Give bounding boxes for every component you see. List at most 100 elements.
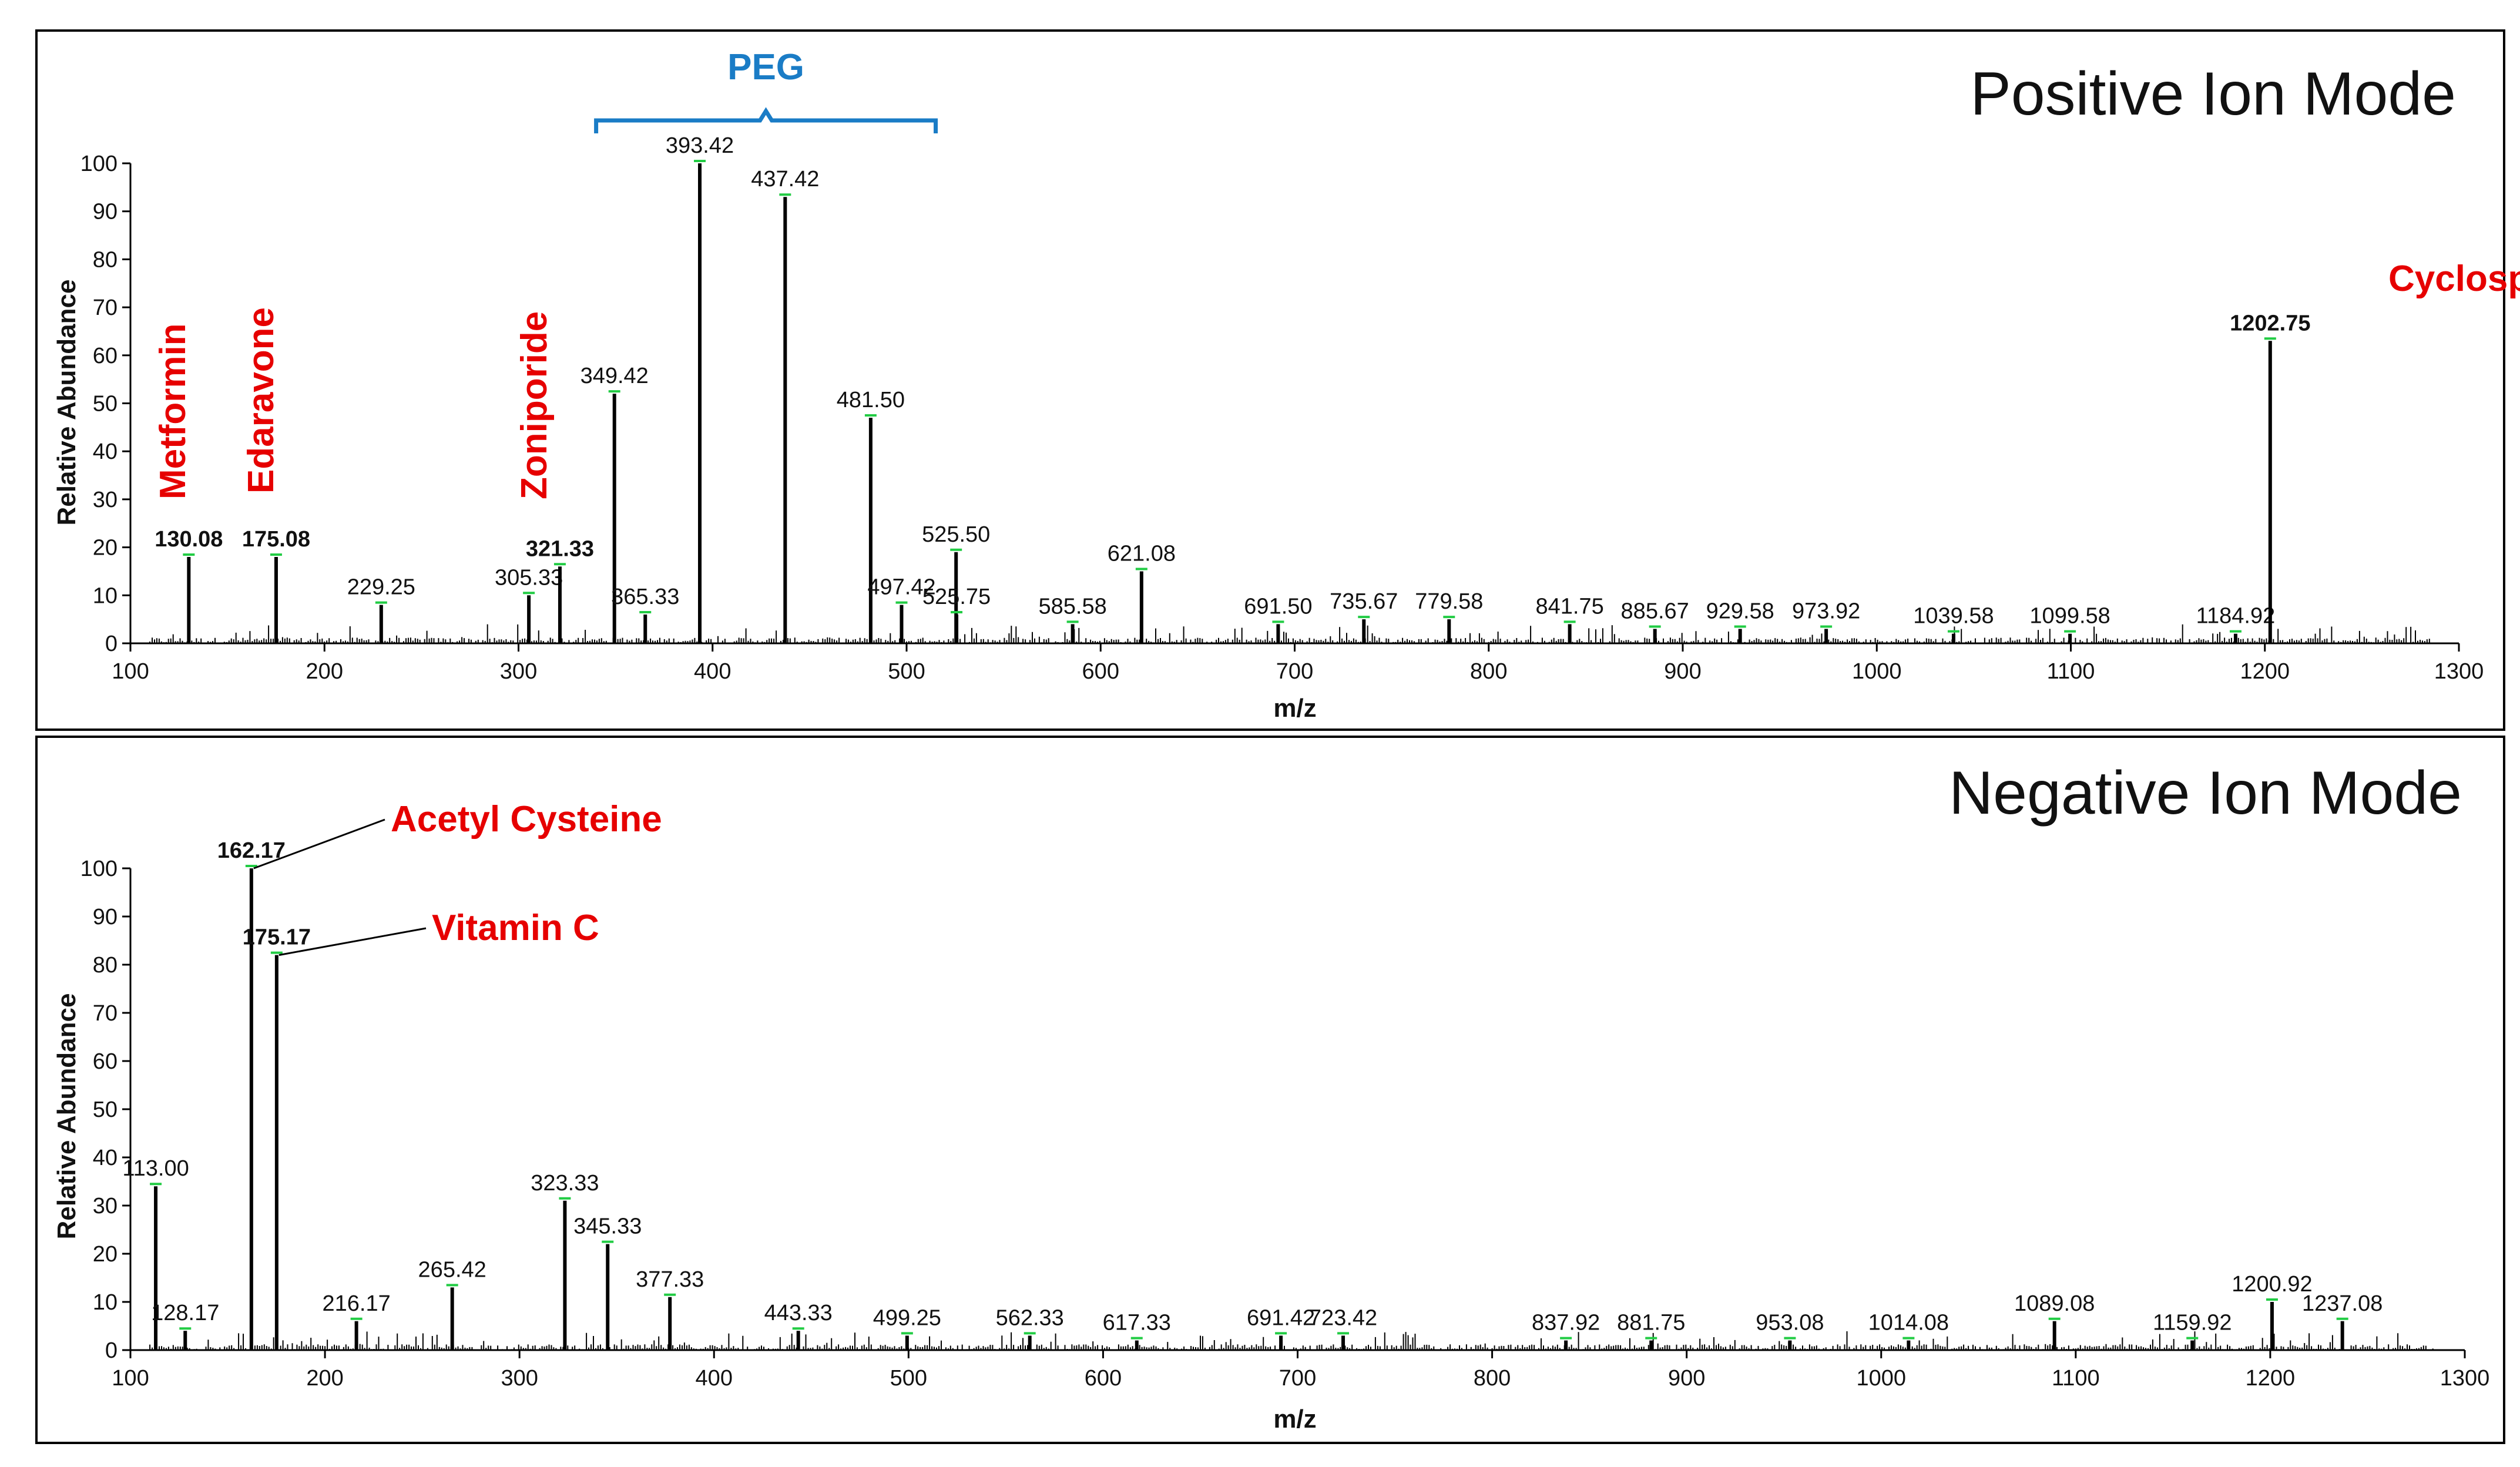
peg-label: PEG bbox=[727, 47, 804, 88]
negative-x-tick-label: 100 bbox=[112, 1366, 149, 1391]
positive-peak-label: 497.42 bbox=[867, 575, 935, 600]
negative-peak-label: 128.17 bbox=[151, 1301, 219, 1325]
positive-peak-label: 1099.58 bbox=[2029, 604, 2110, 629]
negative-x-tick-label: 900 bbox=[1668, 1366, 1705, 1391]
negative-peak-label: 1089.08 bbox=[2014, 1291, 2095, 1316]
negative-annotation: Acetyl Cysteine bbox=[391, 799, 662, 840]
positive-peak-label: 691.50 bbox=[1244, 594, 1312, 619]
positive-x-tick-label: 1000 bbox=[1852, 659, 1902, 684]
negative-x-tick-label: 200 bbox=[306, 1366, 343, 1391]
negative-peak-label: 562.33 bbox=[996, 1305, 1064, 1330]
negative-y-tick-label: 60 bbox=[93, 1049, 118, 1074]
positive-peak-label: 437.42 bbox=[751, 167, 819, 192]
negative-peak-label: 1200.92 bbox=[2232, 1272, 2312, 1297]
negative-peak-label: 499.25 bbox=[873, 1305, 941, 1330]
positive-annotation: Cyclosporine A bbox=[2388, 259, 2520, 299]
negative-peak-label: 881.75 bbox=[1617, 1311, 1685, 1335]
negative-y-tick-label: 30 bbox=[93, 1194, 118, 1218]
negative-peak-label: 323.33 bbox=[531, 1171, 599, 1196]
negative-x-tick-label: 300 bbox=[501, 1366, 538, 1391]
positive-peak-label: 1202.75 bbox=[2230, 311, 2310, 335]
negative-peak-label: 837.92 bbox=[1532, 1311, 1600, 1335]
negative-x-tick-label: 500 bbox=[890, 1366, 927, 1391]
negative-peak-label: 377.33 bbox=[636, 1267, 704, 1292]
negative-peak-label: 1014.08 bbox=[1868, 1311, 1949, 1335]
positive-peak-label: 525.75 bbox=[922, 585, 991, 609]
positive-peak-label: 175.08 bbox=[242, 527, 310, 552]
negative-x-tick-label: 1100 bbox=[2052, 1366, 2100, 1391]
positive-peak-label: 349.42 bbox=[580, 364, 649, 388]
positive-x-tick-label: 600 bbox=[1082, 659, 1119, 684]
negative-panel-frame bbox=[35, 736, 2505, 1444]
negative-peak-label: 265.42 bbox=[418, 1257, 486, 1282]
positive-peak-label: 585.58 bbox=[1039, 594, 1107, 619]
positive-x-tick-label: 300 bbox=[500, 659, 537, 684]
positive-y-tick-label: 0 bbox=[105, 632, 118, 656]
negative-y-tick-label: 80 bbox=[93, 953, 118, 978]
positive-peak-label: 393.42 bbox=[666, 133, 734, 158]
positive-x-tick-label: 1200 bbox=[2240, 659, 2290, 684]
positive-annotation: Metformin bbox=[153, 323, 193, 499]
positive-annotation: Edaravone bbox=[241, 307, 281, 494]
positive-y-tick-label: 60 bbox=[93, 344, 118, 368]
positive-x-tick-label: 1100 bbox=[2047, 659, 2095, 684]
negative-peak-label: 1159.92 bbox=[2153, 1311, 2232, 1335]
positive-y-tick-label: 80 bbox=[93, 247, 118, 272]
negative-y-tick-label: 100 bbox=[80, 857, 118, 881]
negative-y-axis-label: Relative Abundance bbox=[52, 993, 81, 1240]
positive-mode-title: Positive Ion Mode bbox=[1970, 60, 2456, 128]
negative-y-tick-label: 20 bbox=[93, 1242, 118, 1267]
negative-peak-label: 1237.08 bbox=[2302, 1291, 2383, 1316]
negative-y-tick-label: 50 bbox=[93, 1097, 118, 1122]
positive-peak-label: 481.50 bbox=[837, 388, 905, 412]
negative-peak-label: 723.42 bbox=[1309, 1305, 1377, 1330]
positive-x-tick-label: 1300 bbox=[2434, 659, 2484, 684]
negative-peak-label: 443.33 bbox=[764, 1301, 833, 1325]
negative-x-tick-label: 700 bbox=[1279, 1366, 1316, 1391]
positive-y-tick-label: 50 bbox=[93, 392, 118, 417]
negative-peak-label: 345.33 bbox=[573, 1214, 642, 1239]
positive-x-tick-label: 800 bbox=[1470, 659, 1507, 684]
positive-peak-label: 305.33 bbox=[495, 565, 563, 590]
negative-x-tick-label: 1300 bbox=[2440, 1366, 2490, 1391]
positive-y-tick-label: 100 bbox=[80, 152, 118, 176]
negative-peak-label: 953.08 bbox=[1756, 1311, 1824, 1335]
negative-annotation: Vitamin C bbox=[432, 908, 599, 948]
positive-x-tick-label: 200 bbox=[306, 659, 343, 684]
negative-x-axis-label: m/z bbox=[1273, 1405, 1316, 1434]
positive-x-tick-label: 100 bbox=[112, 659, 149, 684]
positive-peak-label: 229.25 bbox=[347, 575, 415, 600]
negative-peak-label: 113.00 bbox=[122, 1156, 189, 1181]
positive-peak-label: 621.08 bbox=[1108, 541, 1176, 566]
negative-y-tick-label: 90 bbox=[93, 905, 118, 929]
positive-panel-frame bbox=[35, 29, 2505, 731]
positive-peak-label: 885.67 bbox=[1621, 599, 1689, 623]
positive-y-tick-label: 90 bbox=[93, 200, 118, 224]
positive-y-axis-label: Relative Abundance bbox=[52, 280, 81, 526]
positive-peak-label: 929.58 bbox=[1706, 599, 1774, 623]
positive-peak-label: 525.50 bbox=[922, 522, 990, 547]
negative-mode-title: Negative Ion Mode bbox=[1949, 759, 2462, 827]
positive-x-tick-label: 700 bbox=[1276, 659, 1313, 684]
negative-x-tick-label: 600 bbox=[1085, 1366, 1122, 1391]
negative-peak-label: 162.17 bbox=[217, 838, 286, 863]
negative-peak-label: 216.17 bbox=[323, 1291, 391, 1316]
positive-baseline-noise bbox=[149, 624, 2430, 643]
peg-bracket bbox=[594, 107, 938, 133]
positive-annotation: Zoniporide bbox=[514, 311, 555, 499]
positive-peak-label: 1039.58 bbox=[1913, 604, 1994, 629]
positive-y-tick-label: 40 bbox=[93, 439, 118, 464]
positive-x-tick-label: 900 bbox=[1664, 659, 1701, 684]
positive-peak-label: 365.33 bbox=[611, 585, 679, 609]
positive-peak-label: 1184.92 bbox=[2196, 604, 2276, 629]
positive-peak-label: 779.58 bbox=[1415, 589, 1483, 614]
negative-y-tick-label: 40 bbox=[93, 1146, 118, 1170]
positive-peak-label: 735.67 bbox=[1330, 589, 1398, 614]
positive-y-tick-label: 30 bbox=[93, 488, 118, 512]
positive-peak-label: 130.08 bbox=[155, 527, 223, 552]
positive-peak-label: 841.75 bbox=[1536, 594, 1604, 619]
positive-peak-label: 321.33 bbox=[526, 536, 594, 561]
negative-annotation-leader bbox=[278, 927, 427, 956]
positive-x-tick-label: 500 bbox=[888, 659, 925, 684]
